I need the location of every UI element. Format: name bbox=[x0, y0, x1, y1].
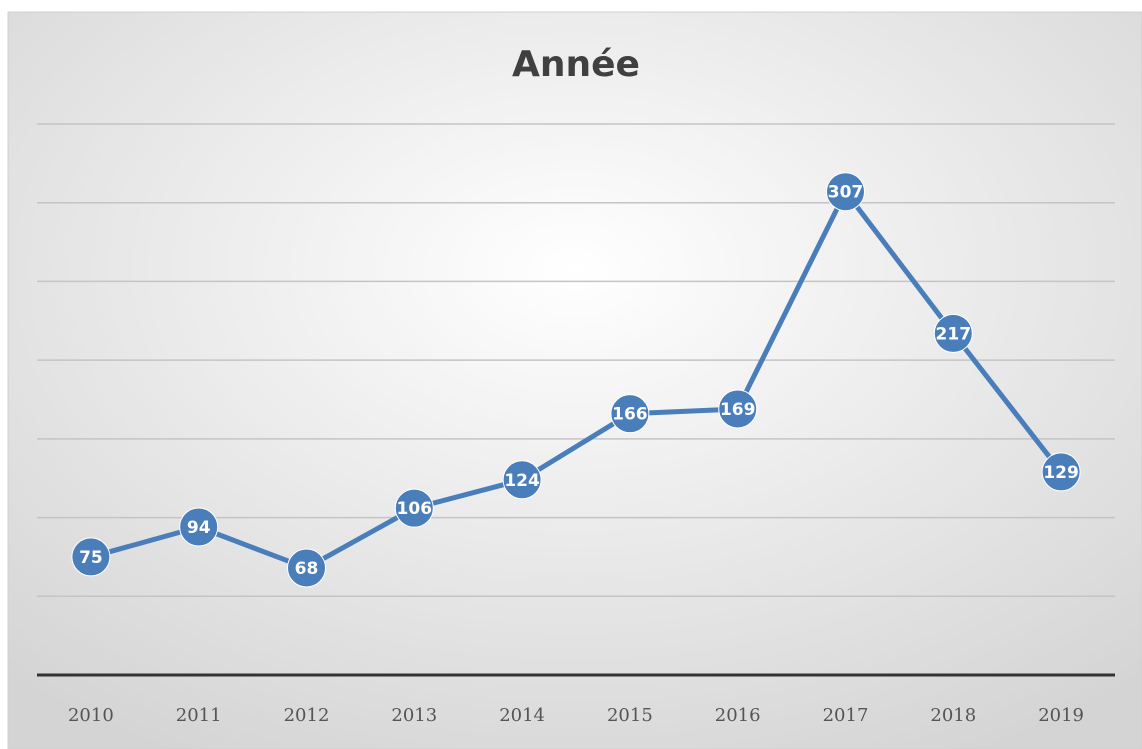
data-line bbox=[90, 189, 1064, 571]
x-tick-label: 2014 bbox=[499, 705, 545, 726]
data-point bbox=[1041, 452, 1081, 492]
data-label: 166 bbox=[612, 405, 648, 425]
data-label: 307 bbox=[828, 183, 864, 203]
data-label: 124 bbox=[504, 471, 540, 491]
data-label: 129 bbox=[1043, 463, 1079, 483]
data-point bbox=[71, 537, 111, 577]
data-label: 75 bbox=[79, 548, 103, 568]
x-tick-label: 2016 bbox=[715, 705, 761, 726]
data-point bbox=[610, 394, 650, 434]
data-label: 68 bbox=[295, 559, 319, 579]
data-point bbox=[718, 389, 758, 429]
x-tick-label: 2019 bbox=[1038, 705, 1084, 726]
data-label: 94 bbox=[187, 518, 211, 538]
chart-title: Année bbox=[512, 44, 640, 85]
data-label: 106 bbox=[397, 499, 433, 519]
x-tick-label: 2011 bbox=[176, 705, 222, 726]
x-tick-label: 2010 bbox=[68, 705, 114, 726]
data-point bbox=[394, 488, 434, 528]
x-tick-label: 2018 bbox=[930, 705, 976, 726]
data-label: 217 bbox=[936, 324, 972, 344]
x-tick-label: 2012 bbox=[284, 705, 330, 726]
data-label: 169 bbox=[720, 400, 756, 420]
data-point bbox=[826, 172, 865, 212]
x-tick-label: 2013 bbox=[391, 705, 437, 726]
data-point bbox=[179, 507, 219, 547]
data-point bbox=[287, 548, 326, 588]
x-tick-label: 2017 bbox=[823, 705, 869, 726]
chart-background bbox=[7, 11, 1142, 749]
x-tick-label: 2015 bbox=[607, 705, 653, 726]
data-point bbox=[933, 313, 973, 353]
data-point bbox=[502, 460, 542, 500]
